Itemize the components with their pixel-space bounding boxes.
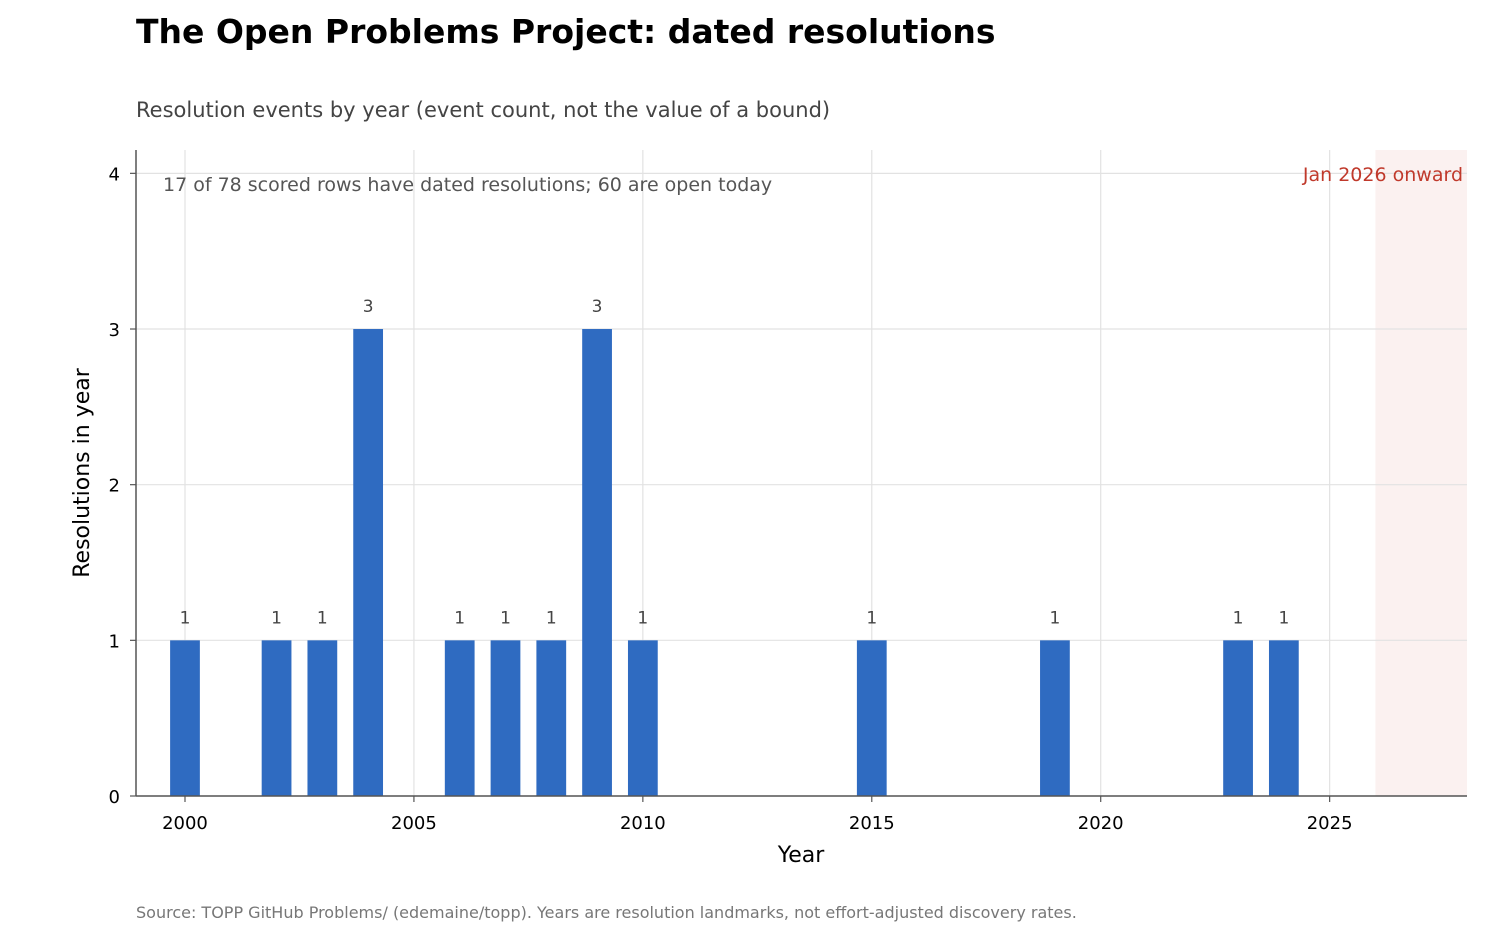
bars: [170, 329, 1299, 796]
data-label: 1: [637, 608, 648, 628]
data-label: 1: [180, 608, 191, 628]
x-tick-label: 2005: [391, 813, 437, 834]
data-label: 1: [866, 608, 877, 628]
data-label: 1: [271, 608, 282, 628]
bar: [627, 640, 658, 796]
y-tick-label: 1: [109, 631, 120, 652]
y-axis-label: Resolutions in year: [70, 367, 95, 577]
x-tick-label: 2010: [620, 813, 666, 834]
data-label: 1: [1278, 608, 1289, 628]
y-tick-label: 4: [109, 164, 120, 185]
source-note: Source: TOPP GitHub Problems/ (edemaine/…: [136, 903, 1077, 922]
y-tick-label: 0: [109, 787, 120, 808]
bar: [490, 640, 521, 796]
x-tick-label: 2025: [1307, 813, 1353, 834]
bar: [444, 640, 475, 796]
bar: [1223, 640, 1253, 796]
x-axis-label: Year: [777, 843, 826, 868]
data-label: 1: [500, 608, 511, 628]
chart-annotation: 17 of 78 scored rows have dated resoluti…: [163, 174, 772, 196]
chart-subtitle: Resolution events by year (event count, …: [136, 98, 831, 122]
data-label: 3: [592, 297, 603, 317]
data-label: 1: [1233, 608, 1244, 628]
bar: [856, 640, 887, 796]
data-label: 1: [546, 608, 557, 628]
data-label: 1: [1050, 608, 1061, 628]
chart-title: The Open Problems Project: dated resolut…: [136, 12, 996, 51]
bar: [261, 640, 292, 796]
future-region-label: Jan 2026 onward: [1302, 164, 1463, 186]
axes: 2000 2005 2010 2015 2020 2025 0 1 2 3 4: [109, 150, 1467, 834]
data-labels: 1 1 1 3 1 1 1 3 1 1 1 1 1: [180, 297, 1290, 628]
bar: [307, 640, 338, 796]
x-tick-label: 2000: [162, 813, 208, 834]
bar: [353, 329, 384, 796]
x-tick-label: 2015: [849, 813, 895, 834]
data-label: 3: [363, 297, 374, 317]
bar: [170, 640, 200, 796]
data-label: 1: [454, 608, 465, 628]
bar: [582, 329, 612, 796]
future-region-band: [1375, 150, 1467, 796]
bar: [536, 640, 567, 796]
data-label: 1: [317, 608, 328, 628]
y-tick-label: 2: [109, 476, 120, 497]
future-region: [1375, 150, 1467, 796]
x-tick-label: 2020: [1078, 813, 1124, 834]
bar: [1040, 640, 1070, 796]
y-tick-label: 3: [109, 320, 120, 341]
bar: [1268, 640, 1299, 796]
